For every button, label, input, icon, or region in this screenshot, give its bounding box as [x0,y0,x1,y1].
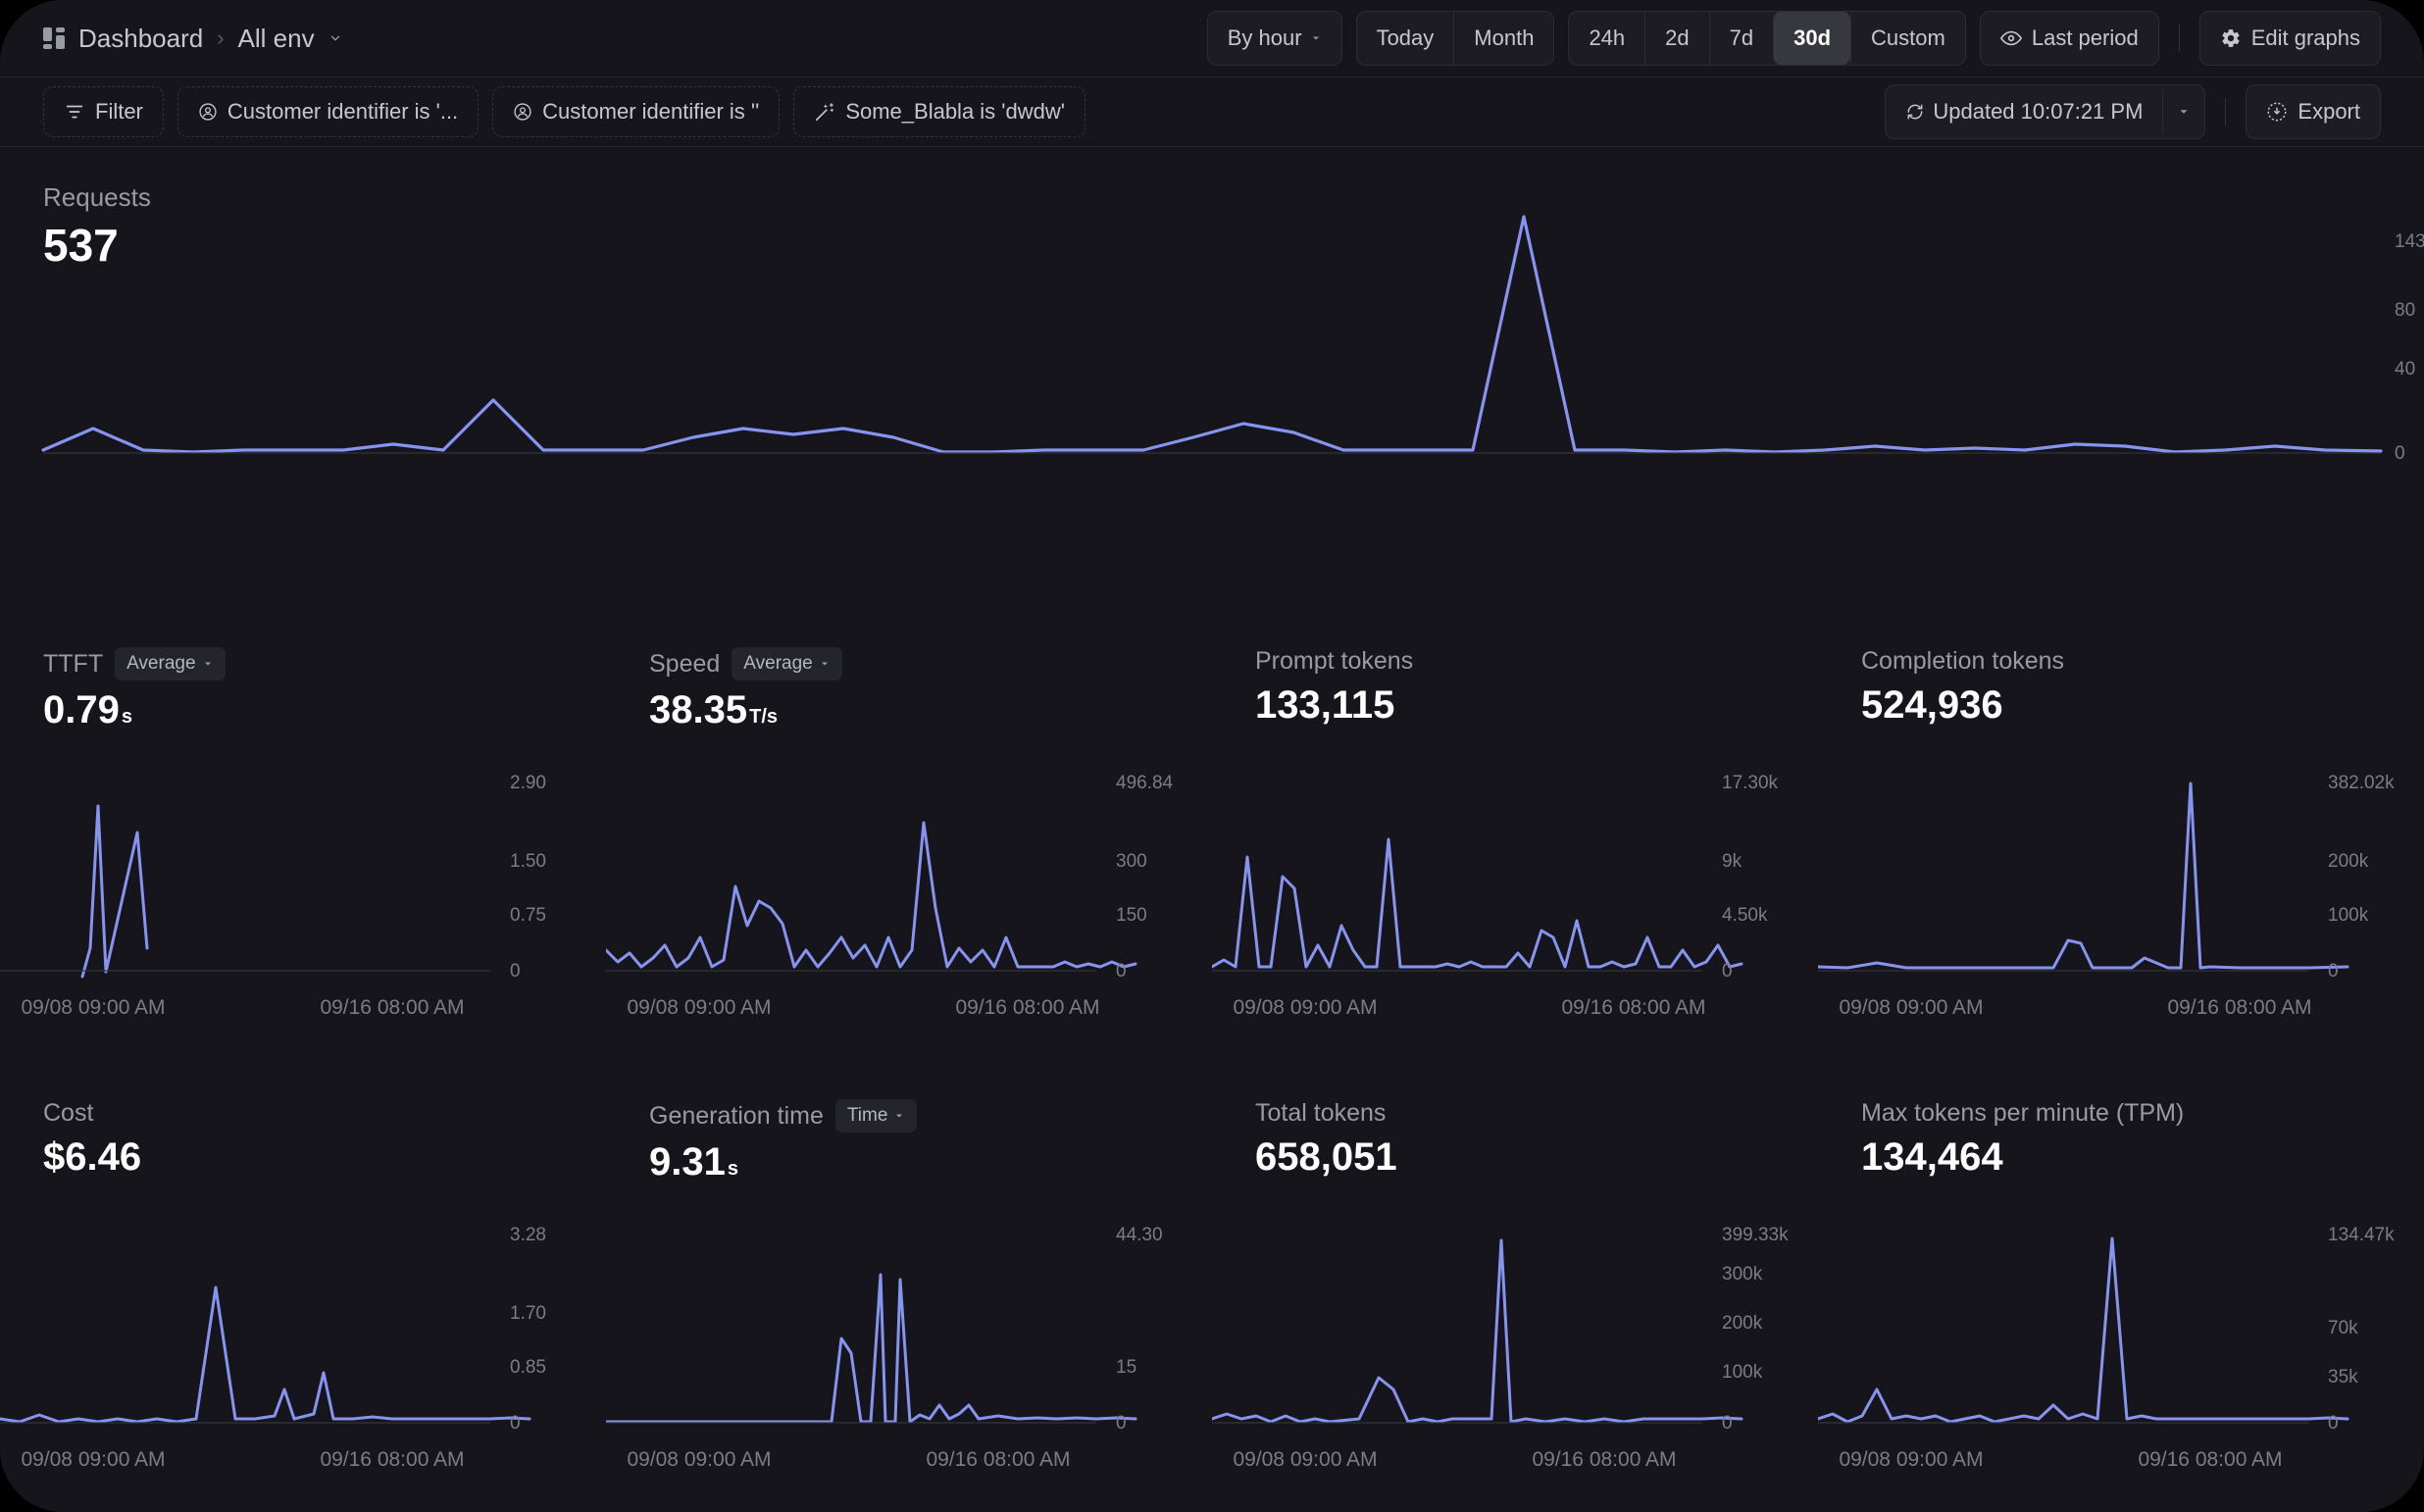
svg-text:09/08 09:00 AM: 09/08 09:00 AM [21,1448,165,1471]
svg-text:17.30k: 17.30k [1722,773,1779,793]
svg-text:134.47k: 134.47k [2328,1225,2395,1245]
svg-text:09/16 08:00 AM: 09/16 08:00 AM [2138,1448,2282,1471]
svg-text:09/16 08:00 AM: 09/16 08:00 AM [1561,996,1705,1019]
svg-text:382.02k: 382.02k [2328,773,2395,793]
svg-text:09/16 08:00 AM: 09/16 08:00 AM [2167,996,2311,1019]
svg-text:0.75: 0.75 [510,905,546,926]
svg-text:0: 0 [510,1413,521,1434]
svg-text:0: 0 [1722,1413,1733,1434]
svg-text:09/08 09:00 AM: 09/08 09:00 AM [1233,996,1377,1019]
svg-text:1.50: 1.50 [510,851,546,872]
svg-text:0: 0 [1722,961,1733,982]
svg-text:09/08 09:00 AM: 09/08 09:00 AM [1233,1448,1377,1471]
svg-text:200k: 200k [1722,1313,1763,1334]
svg-text:40: 40 [2395,359,2415,379]
svg-text:09/16 08:00 AM: 09/16 08:00 AM [320,1448,464,1471]
svg-text:1.70: 1.70 [510,1303,546,1324]
svg-text:4.50k: 4.50k [1722,905,1768,926]
svg-text:35k: 35k [2328,1367,2358,1387]
svg-text:300k: 300k [1722,1264,1763,1285]
svg-text:0: 0 [510,961,521,982]
svg-text:09/08 09:00 AM: 09/08 09:00 AM [1839,996,1983,1019]
svg-text:09/08 09:00 AM: 09/08 09:00 AM [627,996,771,1019]
svg-text:143: 143 [2395,231,2424,252]
svg-text:09/08 09:00 AM: 09/08 09:00 AM [1839,1448,1983,1471]
svg-text:44.30: 44.30 [1116,1225,1163,1245]
svg-text:70k: 70k [2328,1318,2358,1338]
svg-text:2.90: 2.90 [510,773,546,793]
svg-text:0.85: 0.85 [510,1357,546,1378]
svg-text:0: 0 [1116,961,1127,982]
svg-text:150: 150 [1116,905,1147,926]
svg-text:09/16 08:00 AM: 09/16 08:00 AM [926,1448,1070,1471]
svg-text:15: 15 [1116,1357,1136,1378]
svg-text:09/16 08:00 AM: 09/16 08:00 AM [1532,1448,1676,1471]
svg-text:300: 300 [1116,851,1147,872]
svg-text:0: 0 [1116,1413,1127,1434]
svg-text:496.84: 496.84 [1116,773,1174,793]
svg-text:09/16 08:00 AM: 09/16 08:00 AM [955,996,1099,1019]
svg-text:200k: 200k [2328,851,2369,872]
svg-text:399.33k: 399.33k [1722,1225,1789,1245]
svg-text:0: 0 [2395,443,2405,464]
svg-text:100k: 100k [1722,1362,1763,1383]
svg-text:0: 0 [2328,1413,2339,1434]
svg-text:09/16 08:00 AM: 09/16 08:00 AM [320,996,464,1019]
svg-text:100k: 100k [2328,905,2369,926]
svg-text:09/08 09:00 AM: 09/08 09:00 AM [627,1448,771,1471]
svg-text:80: 80 [2395,300,2415,321]
svg-text:09/08 09:00 AM: 09/08 09:00 AM [21,996,165,1019]
svg-text:9k: 9k [1722,851,1742,872]
svg-text:0: 0 [2328,961,2339,982]
svg-text:3.28: 3.28 [510,1225,546,1245]
